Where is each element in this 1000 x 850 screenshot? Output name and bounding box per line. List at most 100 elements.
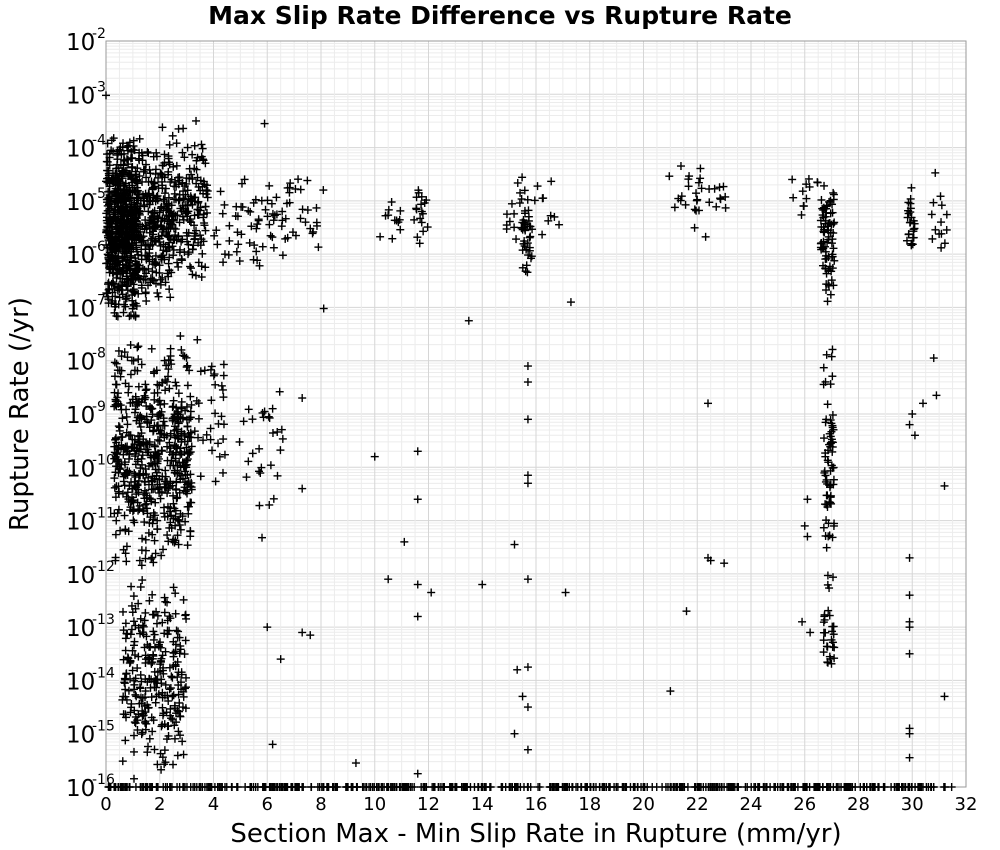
data-point [194, 258, 203, 267]
x-tick-label: 18 [578, 794, 601, 815]
data-point [174, 262, 183, 271]
y-tick-label: 10-2 [66, 26, 106, 56]
data-point [185, 216, 194, 225]
data-point [129, 210, 138, 219]
data-point [819, 363, 828, 372]
data-point [110, 358, 119, 367]
data-point [196, 231, 205, 240]
data-point [143, 147, 152, 156]
data-point [138, 576, 147, 585]
data-point [108, 253, 117, 262]
data-point [168, 220, 177, 229]
data-point [161, 242, 170, 251]
data-point [123, 243, 132, 252]
data-point [180, 463, 189, 472]
data-point [538, 230, 547, 239]
y-tick-exponent: -7 [92, 292, 106, 308]
data-point [138, 237, 147, 246]
data-point [130, 146, 139, 155]
data-point [125, 312, 134, 321]
data-point [172, 139, 181, 148]
data-point [269, 243, 278, 252]
data-point [298, 394, 307, 403]
data-point [141, 546, 150, 555]
data-point [183, 541, 192, 550]
x-tick-label: 22 [686, 794, 709, 815]
data-point [942, 225, 951, 234]
data-point [164, 167, 173, 176]
data-point [721, 203, 730, 212]
data-point [135, 171, 144, 180]
data-point [127, 175, 136, 184]
data-point [692, 189, 701, 198]
data-point [107, 236, 116, 245]
data-point [111, 186, 120, 195]
data-point [138, 190, 147, 199]
data-point [183, 186, 192, 195]
data-point [124, 216, 133, 225]
data-point [160, 608, 169, 617]
data-point [160, 158, 169, 167]
data-point [119, 187, 128, 196]
data-point [152, 268, 161, 277]
data-point [947, 783, 956, 791]
data-point [219, 393, 228, 402]
data-point [197, 273, 206, 282]
data-point [170, 504, 179, 513]
data-point [298, 484, 307, 493]
x-tick-label: 32 [955, 794, 978, 815]
data-point [171, 378, 180, 387]
data-point [165, 384, 174, 393]
data-point [172, 182, 181, 191]
data-point [159, 206, 168, 215]
data-point [177, 237, 186, 246]
data-point [126, 193, 135, 202]
data-point [169, 251, 178, 260]
data-point [121, 549, 130, 558]
data-point [266, 461, 275, 470]
data-point [167, 175, 176, 184]
data-point [429, 783, 438, 791]
data-point [285, 188, 294, 197]
data-point [142, 173, 151, 182]
data-point [216, 187, 225, 196]
y-tick-exponent: -16 [92, 772, 115, 788]
data-point [125, 231, 134, 240]
y-tick-base: 10 [66, 723, 95, 749]
y-tick-base: 10 [66, 30, 95, 56]
data-point [158, 273, 167, 282]
data-point [134, 342, 143, 351]
data-point [681, 200, 690, 209]
data-point [535, 783, 544, 791]
data-point [123, 155, 132, 164]
data-point [879, 783, 888, 791]
data-point [187, 218, 196, 227]
data-point [116, 239, 125, 248]
data-point [150, 536, 159, 545]
data-point [119, 607, 128, 616]
data-point [710, 184, 719, 193]
data-point [104, 166, 113, 175]
data-point [160, 150, 169, 159]
y-tick-base: 10 [66, 510, 95, 536]
x-tick-label: 0 [100, 794, 111, 815]
data-point [396, 225, 405, 234]
data-point [160, 197, 169, 206]
data-point [149, 218, 158, 227]
data-point [157, 253, 166, 262]
data-point [788, 175, 797, 184]
data-point [517, 195, 526, 204]
data-point [160, 173, 169, 182]
data-point [258, 533, 267, 542]
data-point [131, 221, 140, 230]
data-point [258, 408, 267, 417]
data-point [168, 131, 177, 140]
data-point [128, 162, 137, 171]
data-point [370, 452, 379, 461]
y-tick-label: 10-9 [66, 399, 106, 429]
data-point [201, 226, 210, 235]
data-point [523, 378, 532, 387]
data-point [134, 289, 143, 298]
data-point [116, 218, 125, 227]
data-point [376, 232, 385, 241]
